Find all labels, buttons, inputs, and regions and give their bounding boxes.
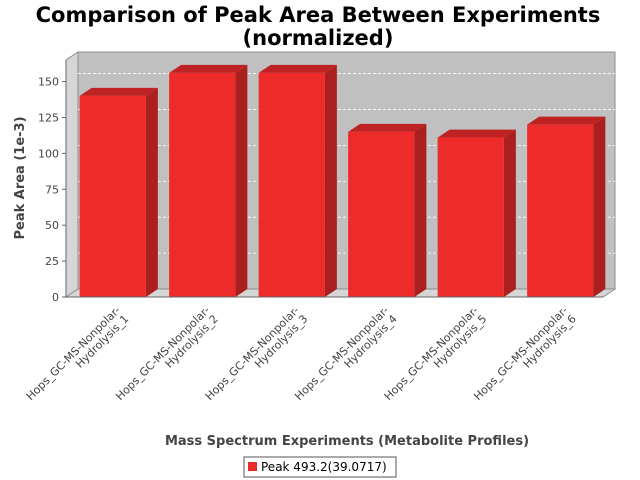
legend-swatch <box>248 462 257 471</box>
bar-group <box>79 87 158 297</box>
bar <box>437 137 504 297</box>
plot-left-wall <box>65 51 79 298</box>
bar-group <box>437 129 516 297</box>
chart-title-line-2: (normalized) <box>243 26 394 50</box>
y-tick-label: 100 <box>38 147 59 160</box>
gridlines <box>78 73 615 254</box>
legend: Peak 493.2(39.0717) <box>243 456 397 478</box>
bar-top <box>169 64 248 73</box>
bar <box>527 124 594 298</box>
legend-box <box>243 456 397 478</box>
bar-side <box>235 64 248 297</box>
y-tick-label: 0 <box>52 291 59 304</box>
bar-side <box>414 123 427 298</box>
bar-top <box>527 116 606 125</box>
x-tick-label-line: Hops_GC-MS-Nonpolar- <box>24 304 123 403</box>
bar <box>79 95 146 297</box>
plot-back-wall <box>77 51 616 290</box>
bar-top <box>437 129 516 138</box>
x-axis-label: Mass Spectrum Experiments (Metabolite Pr… <box>165 434 529 449</box>
y-tick-label: 150 <box>38 76 59 89</box>
y-tick-label: 125 <box>38 111 59 124</box>
x-axis: Hops_GC-MS-Nonpolar-Hydrolysis_1Hops_GC-… <box>24 296 603 403</box>
bar-side <box>503 129 516 297</box>
bar-group <box>348 123 427 298</box>
bar-group <box>258 64 337 297</box>
bar-group <box>169 64 248 297</box>
y-tick-label: 75 <box>45 183 59 196</box>
bar-top <box>348 123 427 132</box>
bar <box>169 72 236 297</box>
bar-side <box>324 64 337 297</box>
bar-top <box>79 87 158 96</box>
y-tick-label: 25 <box>45 255 59 268</box>
bar-side <box>145 87 158 297</box>
y-tick-label: 50 <box>45 219 59 232</box>
bar-side <box>593 116 606 298</box>
bar-group <box>527 116 606 298</box>
bar <box>258 72 325 297</box>
y-axis: 0 25 50 75 100 125 150 <box>38 60 67 304</box>
bar-top <box>258 64 337 73</box>
chart-title-line-1: Comparison of Peak Area Between Experime… <box>36 3 601 27</box>
y-axis-label: Peak Area (1e-3) <box>13 116 28 239</box>
bar <box>348 131 415 297</box>
legend-label: Peak 493.2(39.0717) <box>261 460 387 474</box>
bars <box>79 64 606 298</box>
